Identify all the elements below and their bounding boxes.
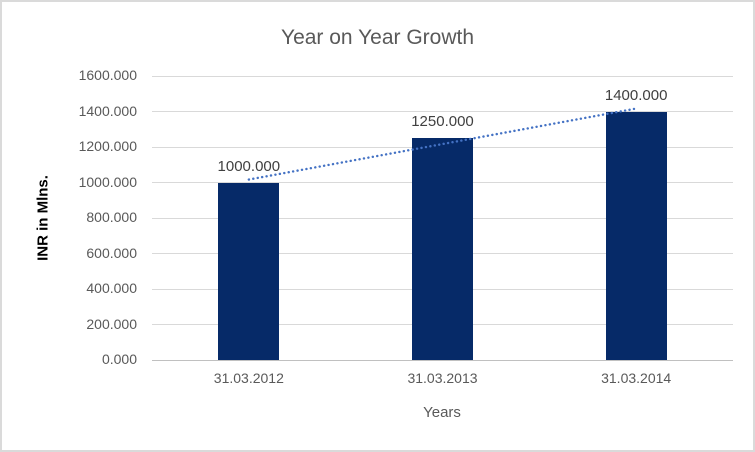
gridline xyxy=(152,75,733,77)
y-axis-tick-label: 1200.000 xyxy=(78,138,137,154)
bar-data-label: 1000.000 xyxy=(217,157,281,175)
y-axis-tick-label: 600.000 xyxy=(86,244,137,261)
y-axis-tick-label: 1400.000 xyxy=(78,102,137,119)
y-axis-tick-label: 200.000 xyxy=(86,315,137,332)
gridline xyxy=(152,111,733,112)
bar xyxy=(412,138,473,360)
bar xyxy=(218,182,280,360)
x-axis-tick-label: 31.03.2014 xyxy=(601,370,672,386)
y-axis-tick-label: 1000.000 xyxy=(78,173,137,190)
x-axis-tick-label: 31.03.2012 xyxy=(213,370,284,386)
trendline xyxy=(247,107,638,181)
bar-data-label: 1400.000 xyxy=(604,86,668,104)
bar-data-label: 1250.000 xyxy=(411,113,474,131)
y-axis-tick-label: 400.000 xyxy=(86,280,137,296)
y-axis-tick-label: 0.000 xyxy=(101,351,137,367)
chart-title: Year on Year Growth xyxy=(280,26,475,49)
bar xyxy=(605,111,667,360)
x-axis-title: Years xyxy=(423,404,461,421)
x-axis-line xyxy=(152,359,733,361)
y-axis-tick-label: 800.000 xyxy=(86,209,137,225)
y-axis-tick-label: 1600.000 xyxy=(78,67,137,83)
x-axis-tick-label: 31.03.2013 xyxy=(407,370,478,386)
